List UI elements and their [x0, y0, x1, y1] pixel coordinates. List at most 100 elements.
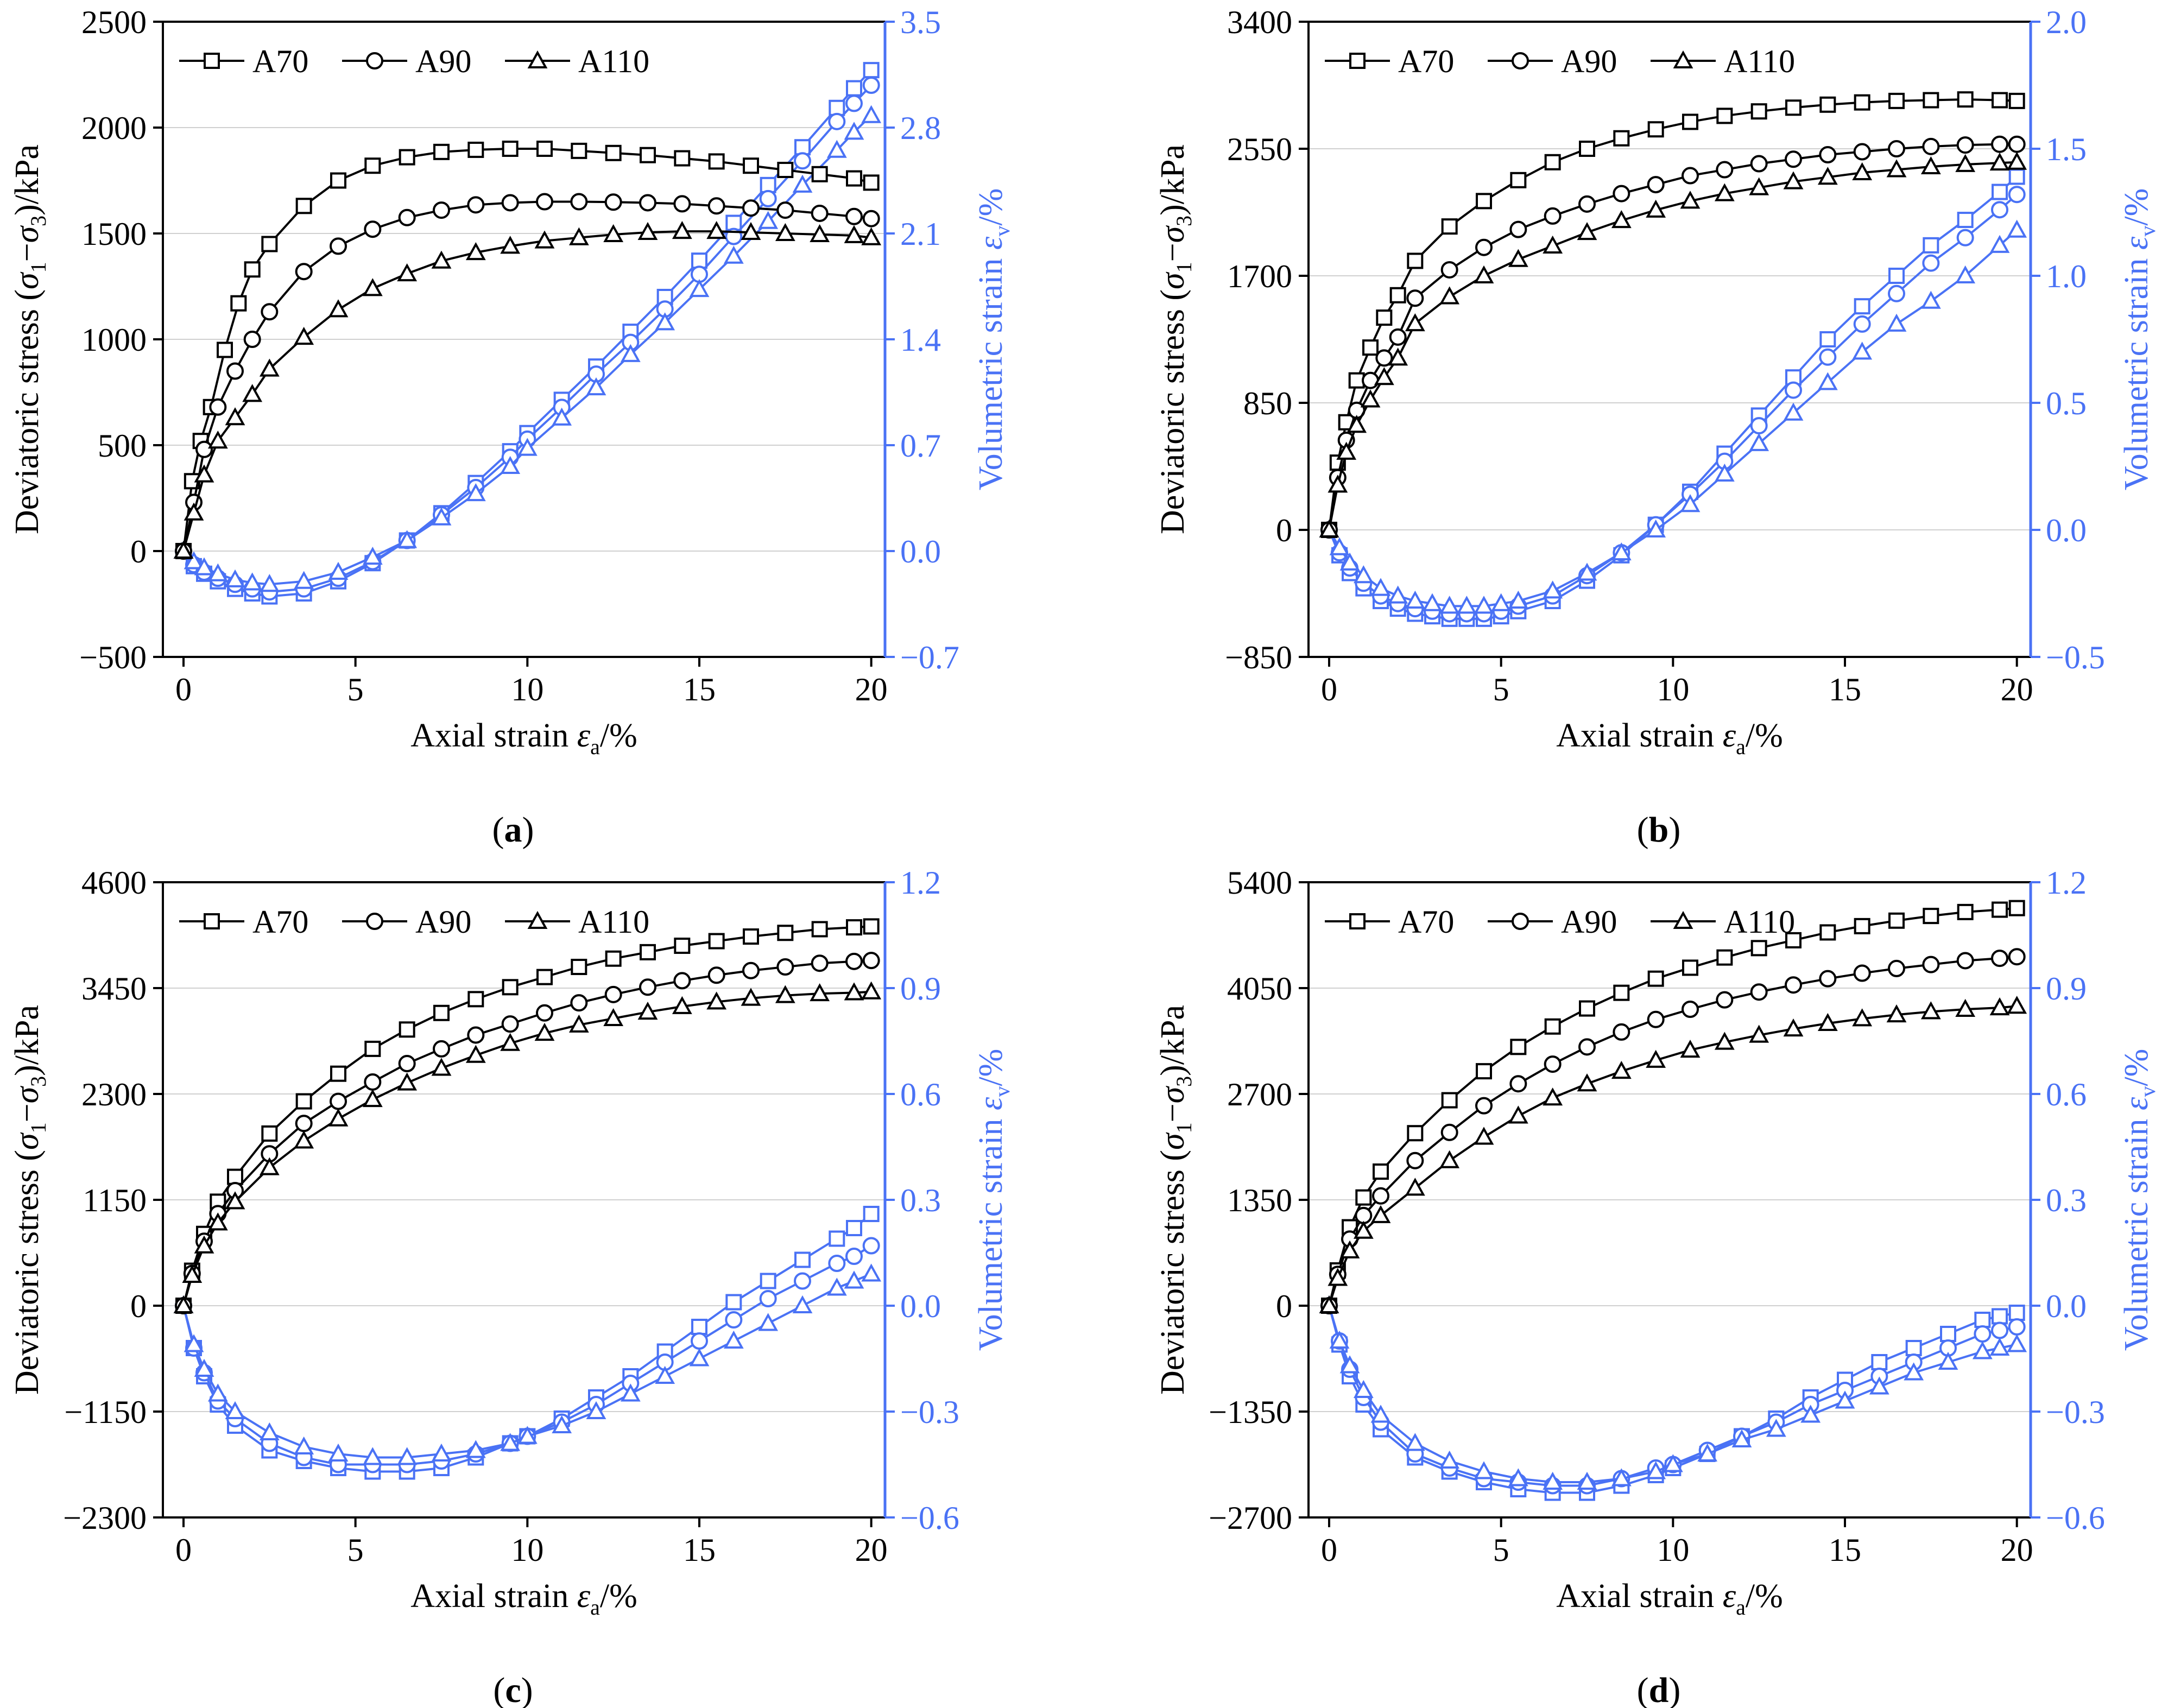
volumetric-point: [691, 1332, 708, 1350]
stress-point: [863, 918, 880, 935]
stress-point: [672, 220, 692, 239]
stress-point: [295, 1093, 312, 1110]
stress-point: [1406, 1152, 1424, 1169]
volumetric-point: [828, 1255, 846, 1272]
stress-point: [846, 170, 862, 187]
volumetric-point: [620, 1383, 641, 1402]
y-left-title-sub3: 3: [26, 1076, 50, 1087]
volumetric-point: [1940, 1326, 1956, 1342]
stress-point: [605, 144, 622, 161]
stress-point: [742, 961, 760, 979]
x-tick-label: 20: [2001, 672, 2033, 707]
stress-line-a90: [1328, 956, 2017, 1306]
y-left-title-unit: )/kPa: [9, 1005, 46, 1076]
stress-line-a110: [1328, 1005, 2017, 1306]
volumetric-point: [2008, 1318, 2026, 1336]
stress-point: [1355, 1189, 1372, 1206]
stress-point: [1750, 940, 1767, 957]
y-right-tick-label: 0.9: [2046, 971, 2087, 1007]
stress-point: [330, 1065, 346, 1082]
y-right-title-subscript: v: [2135, 226, 2160, 237]
stress-point: [1957, 91, 1974, 108]
y-right-axis-title: Volumetric strain εv/%: [972, 188, 1014, 490]
stress-point: [1819, 970, 1837, 988]
volumetric-point: [1646, 1461, 1666, 1479]
stress-point: [603, 1008, 624, 1026]
y-left-title-sub1: 1: [26, 262, 50, 273]
volumetric-point: [207, 563, 228, 581]
stress-point: [674, 150, 691, 167]
stress-point: [1922, 137, 1940, 155]
x-tick-label: 0: [1321, 1532, 1337, 1568]
stress-point: [362, 1089, 383, 1108]
stress-point: [1923, 92, 1939, 109]
stress-point: [845, 207, 863, 225]
volumetric-point: [1989, 1337, 2010, 1356]
stress-point: [708, 933, 725, 950]
volumetric-point: [826, 140, 847, 158]
y-left-title-sigma1: σ: [1154, 1132, 1191, 1150]
stress-point: [398, 208, 416, 226]
volumetric-point: [655, 1365, 675, 1384]
stress-point: [640, 944, 656, 960]
volumetric-point: [1972, 1341, 1993, 1359]
x-tick-label: 20: [2001, 1532, 2033, 1568]
stress-point: [1441, 218, 1458, 235]
volumetric-point: [1800, 1405, 1821, 1423]
x-tick-label: 10: [511, 672, 543, 707]
stress-point: [1853, 964, 1871, 982]
y-right-tick-label: 0.9: [900, 971, 941, 1007]
stress-point: [1544, 207, 1562, 225]
stress-point: [1956, 136, 1974, 154]
stress-point: [1817, 1013, 1838, 1031]
volumetric-point: [1577, 562, 1597, 581]
stress-point: [1716, 949, 1733, 966]
stress-point: [1854, 94, 1870, 111]
y-right-title-text: Volumetric strain: [972, 250, 1009, 490]
legend-label: A90: [1561, 43, 1617, 79]
stress-line-a90: [1328, 143, 2017, 530]
stress-point: [1613, 1023, 1630, 1041]
x-axis-title-unit: /%: [1746, 717, 1783, 754]
y-right-axis-title: Volumetric strain εv/%: [2118, 188, 2160, 490]
volumetric-point: [500, 1433, 521, 1451]
x-tick-label: 5: [1493, 672, 1509, 707]
volumetric-point: [465, 483, 486, 502]
stress-point: [225, 407, 245, 426]
stress-point: [364, 157, 381, 174]
volumetric-point: [863, 62, 880, 79]
volumetric-series-a70: [1321, 168, 2025, 627]
y-right-title-unit: /%: [972, 188, 1009, 226]
volumetric-point: [1474, 1461, 1494, 1479]
stress-point: [536, 141, 553, 157]
y-left-title-sub3: 3: [1172, 1076, 1196, 1087]
stress-point: [1923, 908, 1939, 925]
y-right-title-text: Volumetric strain: [2118, 250, 2155, 490]
volumetric-point: [517, 438, 538, 456]
volumetric-point: [1989, 235, 2010, 253]
stress-point: [1819, 96, 1836, 113]
stress-point: [810, 224, 830, 242]
x-tick-label: 15: [683, 1532, 716, 1568]
stress-point: [1544, 1055, 1562, 1073]
volumetric-point: [1405, 590, 1425, 609]
stress-point: [433, 1040, 450, 1058]
stress-line-a110: [182, 230, 871, 552]
y-left-tick-label: −2300: [63, 1500, 147, 1536]
stress-point: [217, 341, 233, 358]
x-axis-title-subscript: a: [590, 735, 600, 759]
volumetric-point: [725, 214, 742, 231]
stress-line-a90: [182, 959, 871, 1306]
stress-point: [261, 303, 279, 321]
y-right-tick-label: −0.3: [900, 1394, 959, 1430]
stress-point: [1682, 1001, 1699, 1018]
stress-point: [1474, 1127, 1494, 1145]
y-right-tick-label: −0.6: [2046, 1500, 2105, 1536]
stress-point: [1475, 1097, 1493, 1115]
volumetric-point: [1491, 593, 1512, 611]
x-tick-label: 0: [175, 1532, 192, 1568]
stress-point: [776, 958, 794, 976]
stress-point: [467, 991, 484, 1008]
x-tick-label: 0: [175, 672, 192, 707]
y-right-tick-label: 2.1: [900, 216, 941, 252]
